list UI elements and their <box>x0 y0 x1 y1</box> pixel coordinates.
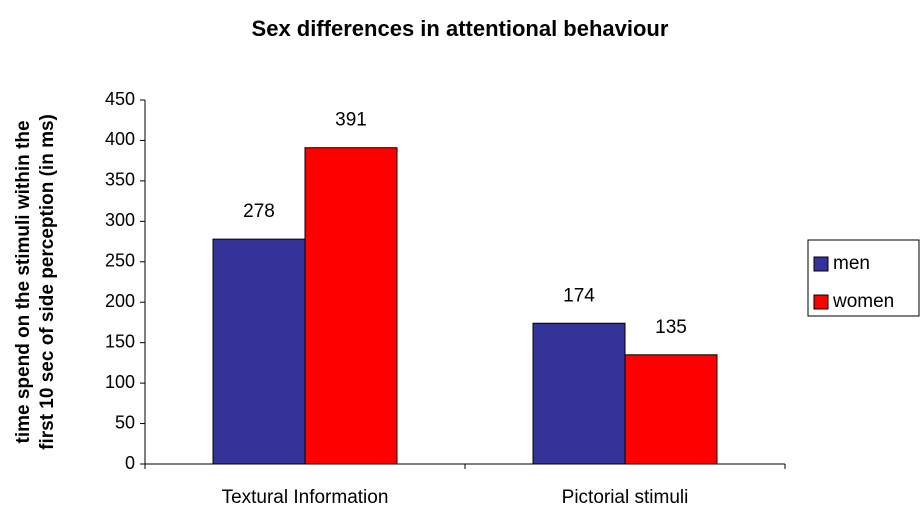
legend-label: women <box>832 291 894 312</box>
y-tick-label: 300 <box>105 210 135 230</box>
value-label: 135 <box>655 317 687 338</box>
bar <box>624 354 718 465</box>
y-tick-label: 100 <box>105 372 135 392</box>
y-tick-label: 350 <box>105 170 135 190</box>
y-axis-label: time spend on the stimuli within the <box>13 120 34 443</box>
y-tick-label: 400 <box>105 129 135 149</box>
bar <box>532 322 626 465</box>
y-tick-label: 450 <box>105 89 135 109</box>
legend-swatch <box>813 294 829 310</box>
bar <box>304 147 398 465</box>
value-label: 174 <box>563 285 595 306</box>
value-label: 391 <box>335 110 367 131</box>
legend-swatch <box>813 256 829 272</box>
y-tick-label: 50 <box>115 412 135 432</box>
y-tick-label: 150 <box>105 331 135 351</box>
y-tick-label: 200 <box>105 291 135 311</box>
y-tick-label: 250 <box>105 251 135 271</box>
chart-title: Sex differences in attentional behaviour <box>252 16 669 41</box>
x-tick-label: Textural Information <box>222 487 389 508</box>
y-tick-label: 0 <box>125 453 135 473</box>
legend-label: men <box>833 253 870 274</box>
y-axis-label: first 10 sec of side perception (in ms) <box>37 114 58 450</box>
value-label: 278 <box>243 201 275 222</box>
x-tick-label: Pictorial stimuli <box>562 487 689 508</box>
bar <box>212 238 306 465</box>
